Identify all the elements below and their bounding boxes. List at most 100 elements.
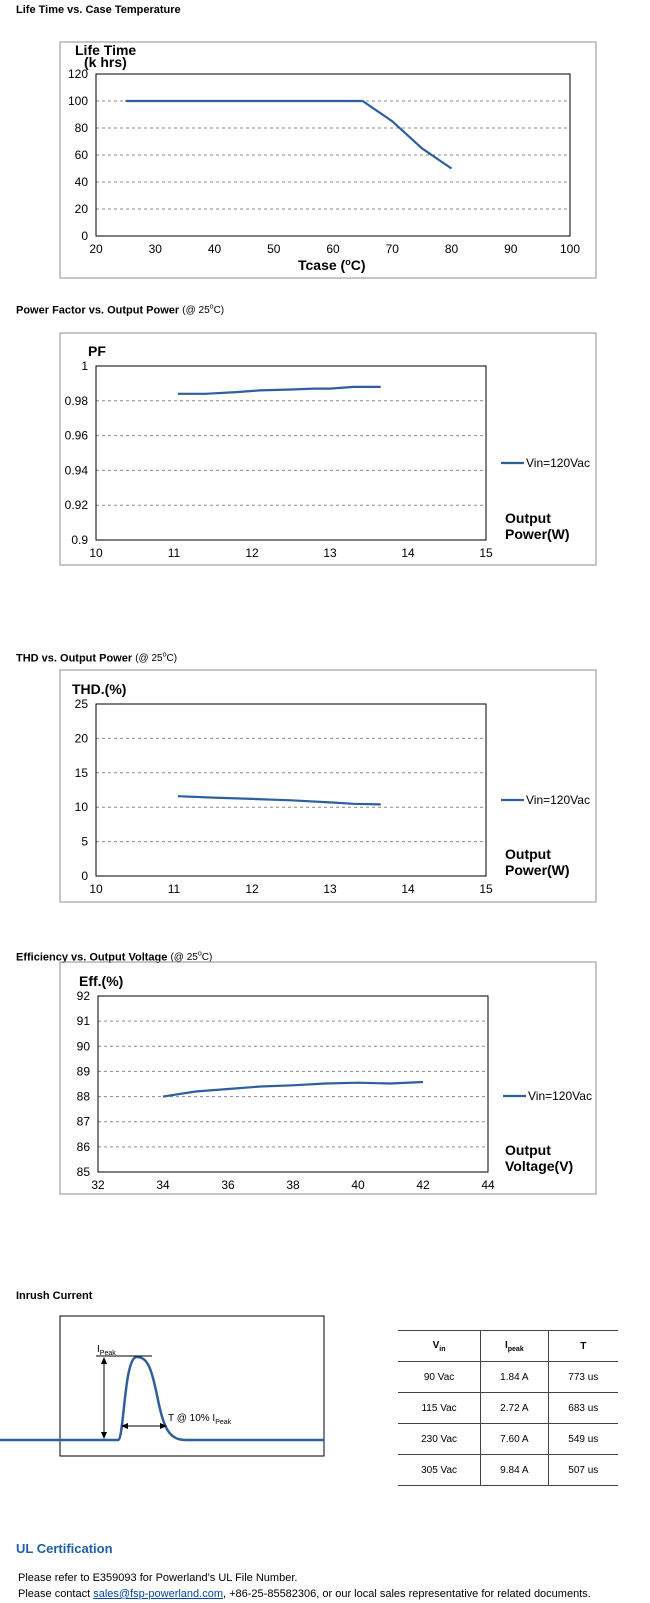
eff-chart-xtick-label: 42 <box>416 1178 430 1192</box>
eff-chart-xtick-label: 34 <box>156 1178 170 1192</box>
eff-chart-xtick-label: 32 <box>91 1178 105 1192</box>
header-vin: Vin <box>398 1330 481 1362</box>
header-t: T <box>547 1330 618 1362</box>
life-chart-ytick-label: 60 <box>75 148 89 162</box>
life-chart-xlabel: Tcase (oC) <box>298 257 366 273</box>
pf-chart-xlabel-unit: Power(W) <box>505 526 570 542</box>
thd-chart-ytick-label: 0 <box>81 869 88 883</box>
eff-chart-ytick-label: 87 <box>77 1115 91 1129</box>
table-row: 230 Vac 7.60 A 549 us <box>398 1423 618 1455</box>
life-chart-ytick-label: 100 <box>68 94 88 108</box>
pf-chart-ytick-label: 0.98 <box>65 394 89 408</box>
eff-chart-ylabel: Eff.(%) <box>79 973 123 989</box>
life-chart-xtick-label: 70 <box>386 242 400 256</box>
pf-chart-xtick-label: 13 <box>323 546 337 560</box>
thd-chart-xtick-label: 12 <box>245 882 259 896</box>
life-chart-frame <box>59 41 597 279</box>
thd-chart-xtick-label: 15 <box>479 882 493 896</box>
life-chart-ytick-label: 0 <box>81 229 88 243</box>
table-row: 90 Vac 1.84 A 773 us <box>398 1361 618 1393</box>
life-chart-xtick-label: 80 <box>445 242 459 256</box>
pf-chart-ytick-label: 0.94 <box>65 463 89 477</box>
life-chart-series-line <box>125 99 453 170</box>
eff-chart-xlabel: Output <box>505 1142 551 1158</box>
ul-file-note: Please refer to E359093 for Powerland’s … <box>18 1572 298 1584</box>
thd-chart-plot-area <box>95 703 487 877</box>
eff-chart-ytick-label: 86 <box>77 1140 91 1154</box>
pf-chart-ytick-label: 0.9 <box>71 533 88 547</box>
inrush-table-header: Vin Ipeak T <box>398 1330 618 1362</box>
eff-chart-ytick-label: 88 <box>77 1090 91 1104</box>
thd-chart-ytick-label: 10 <box>75 800 89 814</box>
inrush-section-title: Inrush Current <box>16 1290 93 1302</box>
thd-chart-xtick-label: 10 <box>89 882 103 896</box>
pf-section-title: Power Factor vs. Output Power (@ 25oC) <box>16 304 225 317</box>
thd-chart-ytick-label: 15 <box>75 766 89 780</box>
pf-chart-ytick-label: 1 <box>81 359 88 373</box>
pf-chart-xtick-label: 12 <box>245 546 259 560</box>
pf-chart-ytick-label: 0.92 <box>65 498 89 512</box>
thd-chart-xlabel: Output <box>505 846 551 862</box>
life-chart-ytick-label: 80 <box>75 121 89 135</box>
life-chart-xtick-label: 40 <box>208 242 222 256</box>
life-chart-xtick-label: 90 <box>504 242 518 256</box>
thd-chart-frame <box>59 669 597 903</box>
thd-chart-xtick-label: 14 <box>401 882 415 896</box>
life-chart-ytick-label: 20 <box>75 202 89 216</box>
ul-certification-heading: UL Certification <box>16 1541 113 1556</box>
life-chart-ylabel-unit: (k hrs) <box>84 54 127 70</box>
thd-chart-ylabel: THD.(%) <box>72 681 126 697</box>
thd-chart-xtick-label: 11 <box>168 882 181 896</box>
eff-chart-ytick-label: 92 <box>77 989 91 1003</box>
thd-chart-xtick-label: 13 <box>323 882 337 896</box>
life-chart-xtick-label: 30 <box>149 242 163 256</box>
sales-email-link[interactable]: sales@fsp-powerland.com <box>93 1588 223 1600</box>
eff-chart-ytick-label: 89 <box>77 1064 91 1078</box>
thd-chart-ytick-label: 20 <box>75 731 89 745</box>
eff-chart-xtick-label: 44 <box>481 1178 495 1192</box>
eff-chart-ytick-label: 90 <box>77 1039 91 1053</box>
life-chart-xtick-label: 50 <box>267 242 281 256</box>
life-chart-plot-area <box>95 73 571 237</box>
pf-chart-frame <box>59 332 597 566</box>
thd-chart-ytick-label: 5 <box>81 835 88 849</box>
pf-chart-xtick-label: 15 <box>479 546 493 560</box>
pf-chart-xtick-label: 11 <box>168 546 181 560</box>
inrush-table: Vin Ipeak T 90 Vac 1.84 A 773 us 115 Vac 2.… <box>398 1330 618 1486</box>
eff-chart-legend-label: Vin=120Vac <box>528 1089 592 1103</box>
thd-chart-ytick-label: 25 <box>75 697 89 711</box>
eff-chart-xtick-label: 38 <box>286 1178 300 1192</box>
eff-chart-series-line <box>162 1080 424 1098</box>
life-chart-xtick-label: 20 <box>89 242 103 256</box>
pf-chart-xlabel: Output <box>505 510 551 526</box>
table-row: 115 Vac 2.72 A 683 us <box>398 1392 618 1424</box>
pf-chart-ylabel: PF <box>88 343 106 359</box>
life-chart-ylabel: Life Time <box>75 42 136 58</box>
thd-chart-series-line <box>177 795 381 806</box>
ul-contact-note: Please contact sales@fsp-powerland.com, … <box>18 1588 591 1600</box>
eff-chart-frame <box>59 961 597 1195</box>
eff-chart-xlabel-unit: Voltage(V) <box>505 1158 573 1174</box>
header-ipeak: Ipeak <box>480 1330 549 1362</box>
thd-section-title: THD vs. Output Power (@ 25oC) <box>16 652 178 665</box>
pf-chart-xtick-label: 14 <box>401 546 415 560</box>
eff-section-title: Efficiency vs. Output Voltage (@ 25oC) <box>16 951 213 964</box>
thd-chart-legend-label: Vin=120Vac <box>526 793 590 807</box>
life-chart-xtick-label: 60 <box>326 242 340 256</box>
pf-chart-plot-area <box>95 365 487 541</box>
eff-chart-xtick-label: 40 <box>351 1178 365 1192</box>
thd-chart-xlabel-unit: Power(W) <box>505 862 570 878</box>
pf-chart-series-line <box>177 385 381 395</box>
pf-chart-legend-label: Vin=120Vac <box>526 456 590 470</box>
pf-chart-ytick-label: 0.96 <box>65 429 89 443</box>
life-chart-ytick-label: 40 <box>75 175 89 189</box>
life-section-title: Life Time vs. Case Temperature <box>16 4 181 16</box>
life-chart-xtick-label: 100 <box>560 242 580 256</box>
eff-chart-ytick-label: 85 <box>77 1165 91 1179</box>
life-chart-ytick-label: 120 <box>68 67 88 81</box>
eff-chart-plot-area <box>97 995 489 1173</box>
eff-chart-xtick-label: 36 <box>221 1178 235 1192</box>
table-row: 305 Vac 9.84 A 507 us <box>398 1454 618 1486</box>
eff-chart-ytick-label: 91 <box>77 1014 91 1028</box>
